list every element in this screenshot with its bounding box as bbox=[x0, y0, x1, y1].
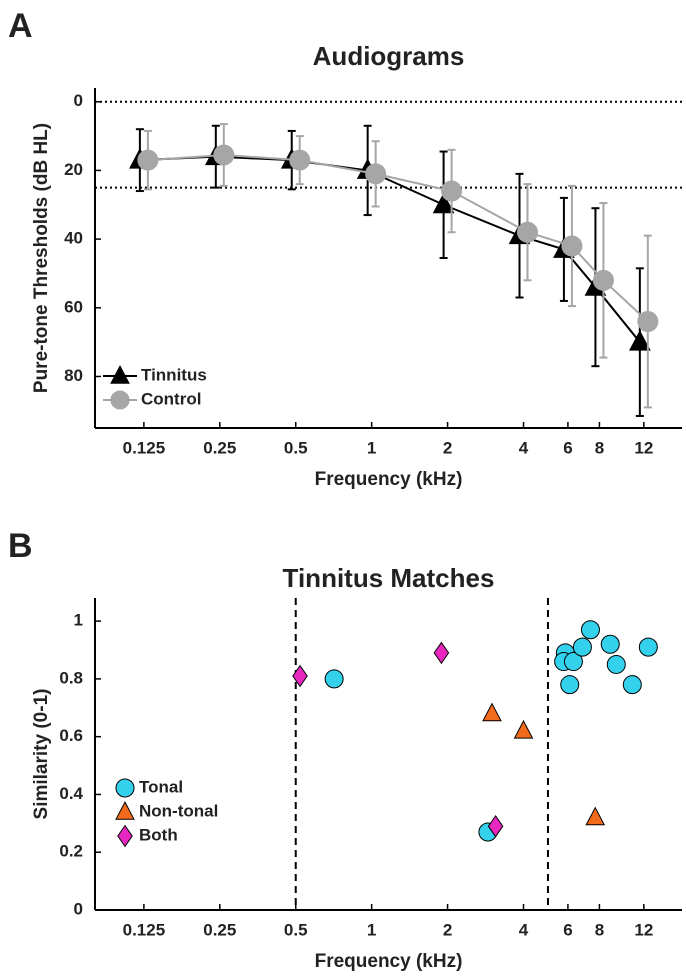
point bbox=[517, 221, 539, 243]
y-axis-label: Similarity (0-1) bbox=[31, 689, 52, 820]
legend-marker bbox=[110, 390, 130, 410]
legend-label: Non-tonal bbox=[139, 801, 218, 820]
point bbox=[433, 641, 450, 665]
chart-title: Tinnitus Matches bbox=[283, 563, 495, 593]
point bbox=[137, 149, 159, 171]
x-tick-label: 0.5 bbox=[284, 438, 308, 457]
y-tick-label: 60 bbox=[64, 297, 83, 316]
x-tick-label: 0.125 bbox=[123, 438, 166, 457]
point bbox=[482, 702, 502, 722]
x-tick-label: 8 bbox=[595, 438, 604, 457]
legend-label: Control bbox=[141, 389, 201, 408]
y-tick-label: 0.4 bbox=[59, 784, 83, 803]
point bbox=[580, 620, 600, 640]
legend-label: Both bbox=[139, 825, 178, 844]
y-tick-label: 0.2 bbox=[59, 842, 83, 861]
point bbox=[289, 149, 311, 171]
x-tick-label: 6 bbox=[563, 438, 572, 457]
x-tick-label: 2 bbox=[443, 438, 452, 457]
panel-label: B bbox=[8, 527, 33, 565]
point bbox=[629, 330, 651, 351]
legend-marker bbox=[115, 801, 135, 820]
x-tick-label: 0.25 bbox=[203, 920, 236, 939]
legend-marker bbox=[115, 778, 135, 798]
x-tick-label: 12 bbox=[634, 920, 653, 939]
point bbox=[432, 192, 455, 214]
x-tick-label: 2 bbox=[443, 920, 452, 939]
point bbox=[324, 669, 344, 689]
point bbox=[572, 637, 592, 657]
point bbox=[487, 814, 504, 838]
x-tick-label: 12 bbox=[634, 438, 653, 457]
x-tick-label: 6 bbox=[563, 920, 572, 939]
x-tick-label: 4 bbox=[519, 438, 529, 457]
point bbox=[622, 675, 642, 695]
point bbox=[441, 180, 463, 202]
legend-marker bbox=[117, 824, 133, 848]
y-tick-label: 20 bbox=[64, 160, 83, 179]
y-tick-label: 0 bbox=[74, 899, 83, 918]
legend-label: Tinnitus bbox=[141, 365, 207, 384]
point bbox=[637, 311, 659, 333]
y-tick-label: 0.8 bbox=[59, 668, 83, 687]
y-tick-label: 0.6 bbox=[59, 726, 83, 745]
point bbox=[561, 235, 583, 257]
y-axis-label: Pure-tone Thresholds (dB HL) bbox=[31, 123, 52, 393]
point bbox=[638, 637, 658, 657]
point bbox=[585, 806, 606, 826]
legend-label: Tonal bbox=[139, 777, 183, 796]
y-tick-label: 0 bbox=[74, 91, 83, 110]
point bbox=[600, 634, 620, 654]
point bbox=[513, 719, 534, 739]
point bbox=[563, 652, 583, 672]
y-tick-label: 80 bbox=[64, 366, 83, 385]
x-tick-label: 0.5 bbox=[284, 920, 308, 939]
legend-marker bbox=[110, 365, 130, 384]
chart-title: Audiograms bbox=[313, 41, 465, 71]
point bbox=[292, 664, 308, 688]
x-tick-label: 8 bbox=[595, 920, 604, 939]
x-tick-label: 1 bbox=[367, 920, 376, 939]
point bbox=[213, 144, 235, 166]
x-axis-label: Frequency (kHz) bbox=[315, 469, 463, 490]
panel-label: A bbox=[8, 7, 33, 45]
y-tick-label: 1 bbox=[74, 611, 83, 630]
point bbox=[560, 675, 580, 695]
x-axis-label: Frequency (kHz) bbox=[315, 951, 463, 972]
x-tick-label: 1 bbox=[367, 438, 376, 457]
point bbox=[365, 163, 387, 185]
x-tick-label: 4 bbox=[519, 920, 529, 939]
y-tick-label: 40 bbox=[64, 229, 83, 248]
x-tick-label: 0.25 bbox=[203, 438, 236, 457]
point bbox=[592, 269, 614, 291]
point bbox=[606, 654, 626, 674]
x-tick-label: 0.125 bbox=[123, 920, 166, 939]
